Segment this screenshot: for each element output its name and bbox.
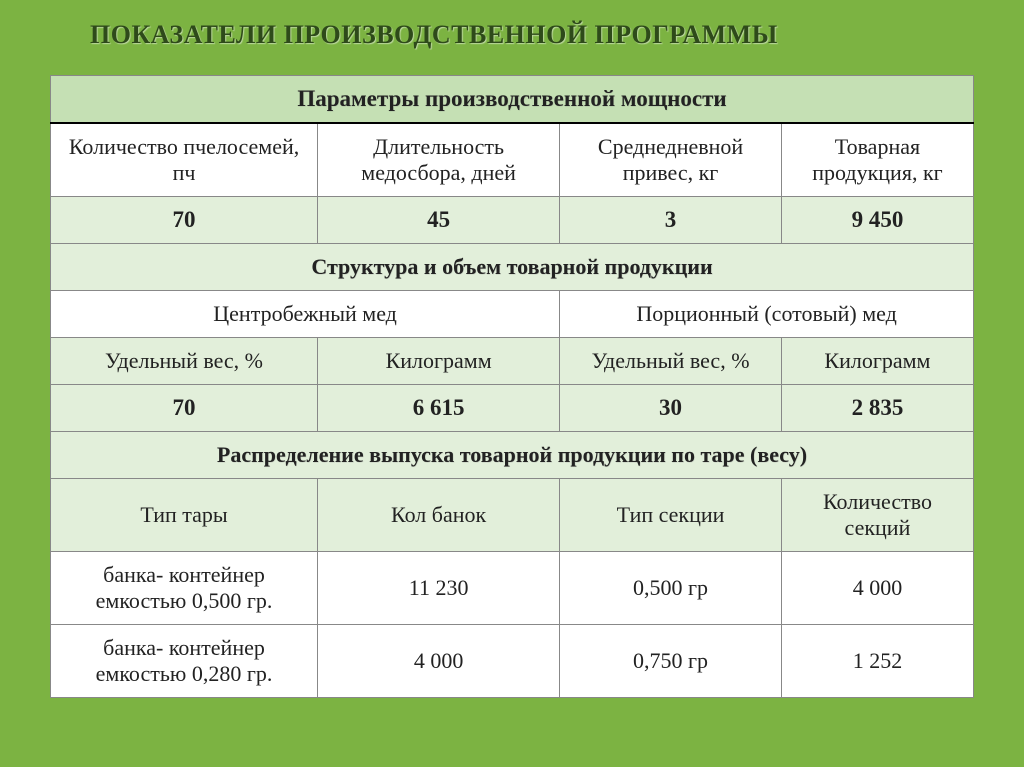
s2-col2: Удельный вес, % xyxy=(560,338,782,385)
s2-col3: Килограмм xyxy=(781,338,973,385)
s2-group1: Порционный (сотовый) мед xyxy=(560,291,974,338)
s2-group0: Центробежный мед xyxy=(51,291,560,338)
s3-r1c3: 1 252 xyxy=(781,625,973,698)
s1-col0: Количество пчелосемей, пч xyxy=(51,123,318,197)
s2-val3: 2 835 xyxy=(781,385,973,432)
s1-val3: 9 450 xyxy=(781,197,973,244)
s3-col1: Кол банок xyxy=(318,479,560,552)
s3-r0c2: 0,500 гр xyxy=(560,552,782,625)
production-table: Параметры производственной мощности Коли… xyxy=(50,75,974,698)
s3-r0c1: 11 230 xyxy=(318,552,560,625)
s1-val0: 70 xyxy=(51,197,318,244)
s1-col2: Среднедневной привес, кг xyxy=(560,123,782,197)
s2-col1: Килограмм xyxy=(318,338,560,385)
section1-header: Параметры производственной мощности xyxy=(51,76,974,124)
section3-header: Распределение выпуска товарной продукции… xyxy=(51,432,974,479)
section2-header: Структура и объем товарной продукции xyxy=(51,244,974,291)
s2-val0: 70 xyxy=(51,385,318,432)
s3-col0: Тип тары xyxy=(51,479,318,552)
s3-r1c2: 0,750 гр xyxy=(560,625,782,698)
page-title: ПОКАЗАТЕЛИ ПРОИЗВОДСТВЕННОЙ ПРОГРАММЫ xyxy=(50,20,974,50)
s3-r1c0: банка- контейнер емкостью 0,280 гр. xyxy=(51,625,318,698)
s1-val1: 45 xyxy=(318,197,560,244)
s3-col3: Количество секций xyxy=(781,479,973,552)
s3-r0c3: 4 000 xyxy=(781,552,973,625)
s1-val2: 3 xyxy=(560,197,782,244)
s3-r1c1: 4 000 xyxy=(318,625,560,698)
s2-val2: 30 xyxy=(560,385,782,432)
s1-col1: Длительность медосбора, дней xyxy=(318,123,560,197)
s2-col0: Удельный вес, % xyxy=(51,338,318,385)
s1-col3: Товарная продукция, кг xyxy=(781,123,973,197)
s3-col2: Тип секции xyxy=(560,479,782,552)
s2-val1: 6 615 xyxy=(318,385,560,432)
s3-r0c0: банка- контейнер емкостью 0,500 гр. xyxy=(51,552,318,625)
